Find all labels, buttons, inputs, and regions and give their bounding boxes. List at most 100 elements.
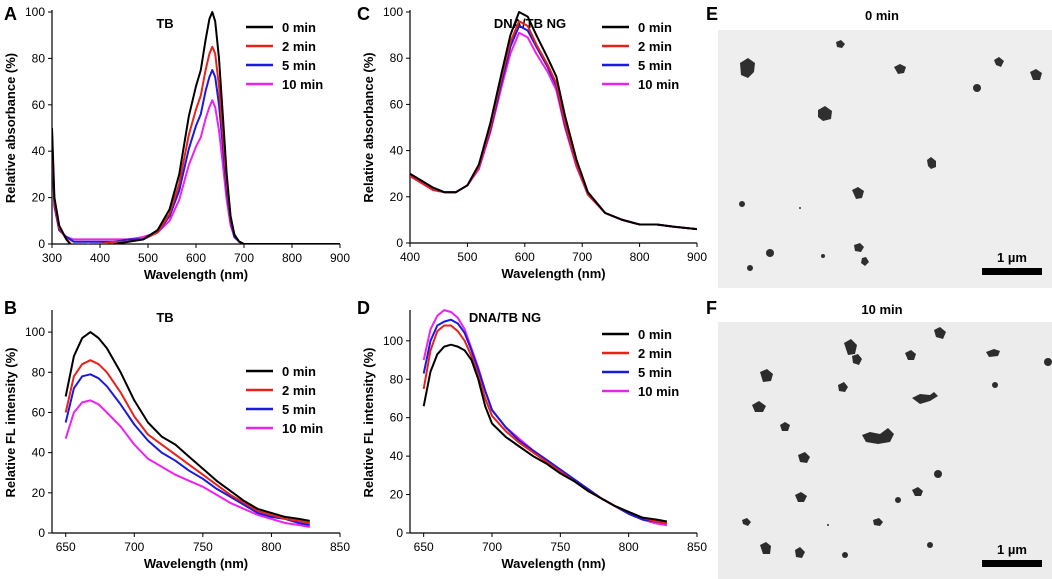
legend-label-b-5-min: 5 min bbox=[282, 402, 316, 417]
x-axis-label-d: Wavelength (nm) bbox=[501, 556, 605, 571]
legend-label-c-10-min: 10 min bbox=[638, 77, 679, 92]
legend-label-c-5-min: 5 min bbox=[638, 58, 672, 73]
x-tick-label-d: 700 bbox=[482, 540, 502, 554]
x-tick-label-a: 300 bbox=[42, 251, 62, 265]
y-tick-label-a: 0 bbox=[38, 237, 45, 251]
y-axis-label-b: Relative FL intensity (%) bbox=[3, 347, 18, 497]
y-axis-label-c: Relative absorbance (%) bbox=[361, 52, 376, 202]
legend-label-c-2-min: 2 min bbox=[638, 39, 672, 54]
x-tick-label-d: 850 bbox=[687, 540, 707, 554]
y-tick-label-b: 80 bbox=[32, 365, 46, 379]
series-line-c-0-min bbox=[410, 11, 697, 231]
x-tick-label-a: 500 bbox=[138, 251, 158, 265]
y-axis-label-a: Relative absorbance (%) bbox=[3, 53, 18, 203]
x-tick-label-b: 750 bbox=[193, 540, 213, 554]
series-line-b-5-min bbox=[64, 373, 310, 526]
y-tick-label-b: 40 bbox=[32, 446, 46, 460]
y-tick-label-a: 80 bbox=[32, 51, 46, 65]
panel-label-c: C bbox=[357, 4, 370, 24]
panel-label-d: D bbox=[357, 298, 370, 318]
chart-panel-b: 0 20 40 60 80 100 650 700 750 800 850 Wavelength (n… bbox=[3, 310, 350, 571]
y-tick-label-c: 60 bbox=[390, 97, 404, 111]
x-tick-label-a: 600 bbox=[186, 251, 206, 265]
panel-label-e: E bbox=[706, 4, 718, 24]
y-tick-label-d: 0 bbox=[396, 526, 403, 540]
y-axis-label-d: Relative FL intensity (%) bbox=[361, 347, 376, 497]
x-tick-label-b: 700 bbox=[124, 540, 144, 554]
y-tick-label-b: 60 bbox=[32, 405, 46, 419]
y-tick-label-a: 40 bbox=[32, 144, 46, 158]
chart-title-a: TB bbox=[156, 16, 173, 31]
x-tick-label-b: 650 bbox=[56, 540, 76, 554]
scale-bar-e bbox=[982, 268, 1042, 275]
x-tick-label-d: 750 bbox=[550, 540, 570, 554]
series-line-b-2-min bbox=[64, 359, 310, 524]
y-tick-label-c: 100 bbox=[383, 5, 403, 19]
series-line-a-0-min bbox=[52, 11, 340, 244]
panel-label-f: F bbox=[706, 298, 717, 318]
y-tick-label-d: 100 bbox=[383, 334, 403, 348]
series-line-a-5-min bbox=[52, 69, 340, 244]
micrograph-e: 1 µm bbox=[718, 30, 1052, 288]
y-tick-label-d: 20 bbox=[390, 488, 404, 502]
x-tick-label-c: 600 bbox=[515, 250, 535, 264]
series-line-d-5-min bbox=[422, 318, 668, 525]
micrograph-e-title: 0 min bbox=[865, 8, 899, 23]
y-tick-label-a: 100 bbox=[25, 5, 45, 19]
y-tick-label-d: 80 bbox=[390, 372, 404, 386]
series-line-b-0-min bbox=[64, 331, 310, 522]
micrograph-e-background bbox=[718, 30, 1052, 288]
y-tick-label-c: 80 bbox=[390, 51, 404, 65]
legend-label-c-0-min: 0 min bbox=[638, 20, 672, 35]
y-tick-label-b: 0 bbox=[38, 526, 45, 540]
scale-bar-f-label: 1 µm bbox=[997, 542, 1027, 557]
chart-panel-d: 0 20 40 60 80 100 650 700 750 800 850 Wavelength (n… bbox=[361, 309, 707, 571]
legend-label-a-10-min: 10 min bbox=[282, 77, 323, 92]
y-tick-label-d: 40 bbox=[390, 449, 404, 463]
x-tick-label-c: 700 bbox=[572, 250, 592, 264]
x-tick-label-c: 400 bbox=[400, 250, 420, 264]
y-tick-label-b: 100 bbox=[25, 325, 45, 339]
legend-label-d-10-min: 10 min bbox=[638, 384, 679, 399]
legend-label-b-2-min: 2 min bbox=[282, 383, 316, 398]
y-tick-label-b: 20 bbox=[32, 486, 46, 500]
legend-label-b-10-min: 10 min bbox=[282, 421, 323, 436]
x-tick-label-a: 700 bbox=[234, 251, 254, 265]
scale-bar-e-label: 1 µm bbox=[997, 250, 1027, 265]
micrograph-f-title: 10 min bbox=[861, 302, 902, 317]
legend-label-a-0-min: 0 min bbox=[282, 20, 316, 35]
micrograph-f: 1 µm bbox=[718, 322, 1052, 579]
x-tick-label-a: 800 bbox=[282, 251, 302, 265]
series-line-d-2-min bbox=[422, 324, 668, 525]
micrograph-f-particles bbox=[742, 327, 1052, 558]
series-line-b-10-min bbox=[64, 399, 310, 528]
legend-label-b-0-min: 0 min bbox=[282, 364, 316, 379]
x-tick-label-b: 850 bbox=[330, 540, 350, 554]
x-tick-label-c: 900 bbox=[687, 250, 707, 264]
series-line-d-10-min bbox=[422, 309, 668, 527]
chart-panel-a: 0 20 40 60 80 100 300 400 500 600 700 800 900 Wavelen… bbox=[3, 5, 350, 282]
y-tick-label-c: 40 bbox=[390, 144, 404, 158]
x-tick-label-c: 500 bbox=[457, 250, 477, 264]
legend-label-d-2-min: 2 min bbox=[638, 346, 672, 361]
chart-panel-c: 0 20 40 60 80 100 400 500 600 700 800 900 Wavelength… bbox=[361, 5, 707, 281]
chart-title-d: DNA/TB NG bbox=[469, 310, 541, 325]
panel-label-b: B bbox=[4, 298, 17, 318]
series-line-c-5-min bbox=[410, 24, 697, 231]
x-tick-label-d: 800 bbox=[619, 540, 639, 554]
x-axis-label-c: Wavelength (nm) bbox=[501, 266, 605, 281]
y-tick-label-c: 0 bbox=[396, 236, 403, 250]
series-line-d-0-min bbox=[422, 343, 668, 523]
legend-label-d-0-min: 0 min bbox=[638, 327, 672, 342]
x-tick-label-c: 800 bbox=[630, 250, 650, 264]
y-tick-label-d: 60 bbox=[390, 411, 404, 425]
x-tick-label-b: 800 bbox=[261, 540, 281, 554]
x-tick-label-a: 900 bbox=[330, 251, 350, 265]
x-axis-label-a: Wavelength (nm) bbox=[144, 267, 248, 282]
legend-label-a-5-min: 5 min bbox=[282, 58, 316, 73]
micrograph-f-background bbox=[718, 322, 1052, 579]
micrograph-e-particles bbox=[739, 40, 1042, 271]
x-axis-label-b: Wavelength (nm) bbox=[144, 556, 248, 571]
chart-title-b: TB bbox=[156, 310, 173, 325]
